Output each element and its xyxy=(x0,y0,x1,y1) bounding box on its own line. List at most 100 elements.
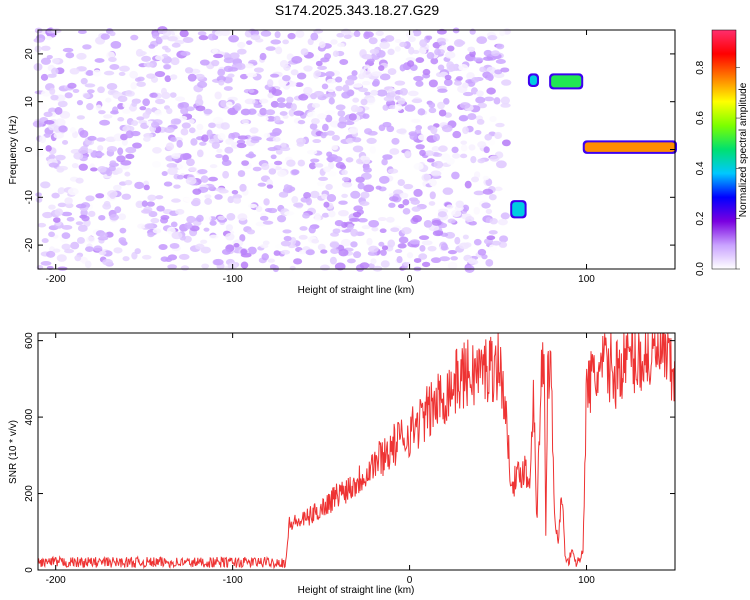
spectrogram-cell xyxy=(204,198,213,205)
spectrogram-cell xyxy=(199,141,207,146)
spectrogram-cell xyxy=(204,194,212,199)
spectrogram-cell xyxy=(54,107,63,115)
spectrogram-cell xyxy=(216,75,227,83)
spectrogram-cell xyxy=(501,139,511,147)
spectrogram-cell xyxy=(100,33,110,40)
spectrogram-cell xyxy=(86,235,96,244)
spectrogram-cell xyxy=(465,216,475,223)
spectrogram-cell xyxy=(114,206,122,214)
spectrogram-cell xyxy=(265,116,277,122)
spectrogram-cell xyxy=(119,239,126,245)
spectrogram-cell xyxy=(437,101,445,110)
spectrogram-cell xyxy=(396,128,407,134)
spectrogram-cell xyxy=(411,206,421,212)
spectrogram-cell xyxy=(206,129,213,137)
spectrogram-cell xyxy=(209,220,217,226)
spectrogram-cell xyxy=(350,241,358,248)
spectrogram-cell xyxy=(296,123,303,131)
spectrogram-cell xyxy=(353,30,361,38)
spectrogram-cell xyxy=(141,200,148,208)
spectrogram-cell xyxy=(173,184,181,189)
spectrogram-cell xyxy=(387,68,397,75)
spectrogram-cell xyxy=(255,205,263,213)
spectrogram-cell xyxy=(136,116,145,121)
spectrogram-cell xyxy=(283,184,291,191)
spectrogram-cell xyxy=(66,216,75,222)
x-tick-label: -100 xyxy=(223,274,243,285)
spectrogram-cell xyxy=(207,33,217,41)
spectrogram-cell xyxy=(270,100,279,108)
spectrogram-cell xyxy=(407,60,415,67)
spectrogram-cell xyxy=(120,160,132,166)
spectrogram-cell xyxy=(151,161,162,168)
spectrogram-cell xyxy=(379,73,391,81)
spectrogram-cell xyxy=(73,152,84,160)
spectrogram-cell xyxy=(103,114,113,119)
spectrogram-cell xyxy=(93,245,103,252)
spectrogram-cell xyxy=(39,135,47,144)
spectrogram-cell xyxy=(180,128,189,136)
spectrogram-cell xyxy=(105,97,112,103)
spectrogram-cell xyxy=(156,205,165,212)
spectrogram-cell xyxy=(378,65,385,71)
spectrogram-cell xyxy=(428,107,437,114)
spectrogram-cell xyxy=(300,48,309,56)
spectrogram-cell xyxy=(451,171,460,180)
spectrogram-cell xyxy=(217,132,226,141)
spectrogram-cell xyxy=(151,32,160,39)
spectrogram-cell xyxy=(64,92,73,99)
spectrogram-cell xyxy=(54,154,66,161)
spectrogram-cell xyxy=(485,178,493,186)
spectrogram-cell xyxy=(426,158,435,163)
spectrogram-cell xyxy=(326,156,336,162)
spectrogram-cell xyxy=(442,187,454,195)
spectrogram-cell xyxy=(482,175,490,181)
spectrogram-cell xyxy=(237,213,248,221)
spectrogram-cell xyxy=(293,258,303,265)
spectrogram-cell xyxy=(307,111,318,118)
spectrogram-cell xyxy=(39,102,48,110)
spectrogram-cell xyxy=(122,102,131,108)
spectrogram-cell xyxy=(209,234,219,239)
spectrogram-cell xyxy=(429,191,436,200)
spectrogram-cell xyxy=(446,204,454,209)
spectrogram-cell xyxy=(55,118,66,127)
spectrogram-cell xyxy=(417,108,426,116)
spectrogram-cell xyxy=(67,187,79,196)
spectrogram-cell xyxy=(165,142,175,151)
spectrogram-cell xyxy=(433,160,444,169)
spectrogram-cell xyxy=(75,203,87,209)
spectrogram-cell xyxy=(154,70,166,78)
spectrogram-cell xyxy=(98,110,106,115)
spectrogram-cell xyxy=(79,130,89,138)
spectrogram-cell xyxy=(84,246,94,252)
spectrogram-cell xyxy=(221,248,231,255)
y-tick-label: 0 xyxy=(24,567,35,573)
spectrogram-cell xyxy=(350,228,359,237)
spectrogram-cell xyxy=(476,36,488,45)
spectrogram-cell xyxy=(237,48,247,55)
spectrogram-cell xyxy=(293,202,304,208)
spectrogram-cell xyxy=(320,132,327,139)
y-tick-label: 10 xyxy=(24,96,35,108)
spectrogram-cell xyxy=(360,98,368,106)
spectrogram-cell xyxy=(44,120,55,125)
spectrogram-cell xyxy=(239,234,246,242)
spectrogram-cell xyxy=(308,162,317,170)
spectrogram-cell xyxy=(297,120,306,125)
spectrogram-cell xyxy=(252,166,262,172)
spectrogram-cell xyxy=(352,211,362,218)
spectrogram-cell xyxy=(217,68,226,77)
spectrogram-cell xyxy=(394,46,401,52)
spectrogram-cell xyxy=(388,202,396,208)
spectrogram-cell xyxy=(409,239,420,245)
spectrogram-cell xyxy=(264,207,273,213)
spectrogram-cell xyxy=(77,29,87,35)
spectrogram-cell xyxy=(95,193,105,199)
spectrogram-cell xyxy=(237,135,248,140)
colorbar-tick-label: 0.8 xyxy=(695,60,706,74)
spectrogram-cell xyxy=(329,241,340,249)
spectrogram-cell xyxy=(135,200,144,209)
spectrogram-cell xyxy=(413,162,424,171)
spectrogram-cell xyxy=(137,223,146,229)
